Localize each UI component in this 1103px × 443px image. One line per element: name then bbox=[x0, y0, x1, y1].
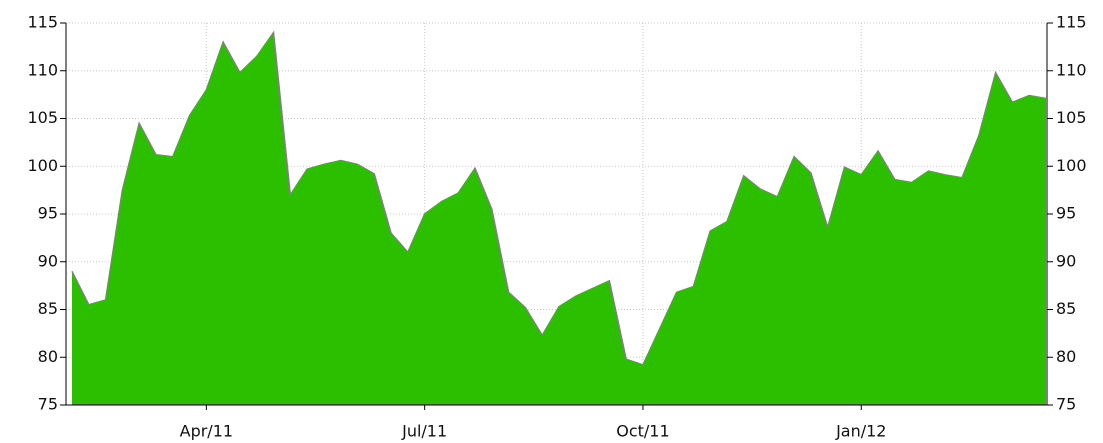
y-tick-label: 105 bbox=[27, 108, 58, 127]
y-tick-label: 115 bbox=[27, 13, 58, 32]
y2-tick-label: 115 bbox=[1056, 13, 1087, 32]
y2-tick-label: 90 bbox=[1056, 251, 1076, 270]
y-tick-label: 110 bbox=[27, 60, 58, 79]
y-tick-label: 75 bbox=[38, 395, 58, 414]
y2-tick-label: 75 bbox=[1056, 395, 1076, 414]
x-tick-label: Jan/12 bbox=[835, 422, 886, 441]
y-tick-label: 100 bbox=[27, 156, 58, 175]
x-tick-label: Jul/11 bbox=[401, 422, 447, 441]
area bbox=[72, 32, 1046, 406]
x-tick-label: Oct/11 bbox=[616, 422, 669, 441]
y2-tick-label: 100 bbox=[1056, 156, 1087, 175]
y2-tick-label: 105 bbox=[1056, 108, 1087, 127]
y-tick-label: 95 bbox=[38, 204, 58, 223]
y-tick-label: 90 bbox=[38, 251, 58, 270]
y2-tick-label: 85 bbox=[1056, 299, 1076, 318]
x-tick-label: Apr/11 bbox=[180, 422, 233, 441]
y-tick-label: 80 bbox=[38, 347, 58, 366]
y2-tick-label: 110 bbox=[1056, 60, 1087, 79]
y2-tick-label: 80 bbox=[1056, 347, 1076, 366]
y-tick-label: 85 bbox=[38, 299, 58, 318]
line bbox=[71, 30, 1047, 366]
y2-tick-label: 95 bbox=[1056, 204, 1076, 223]
